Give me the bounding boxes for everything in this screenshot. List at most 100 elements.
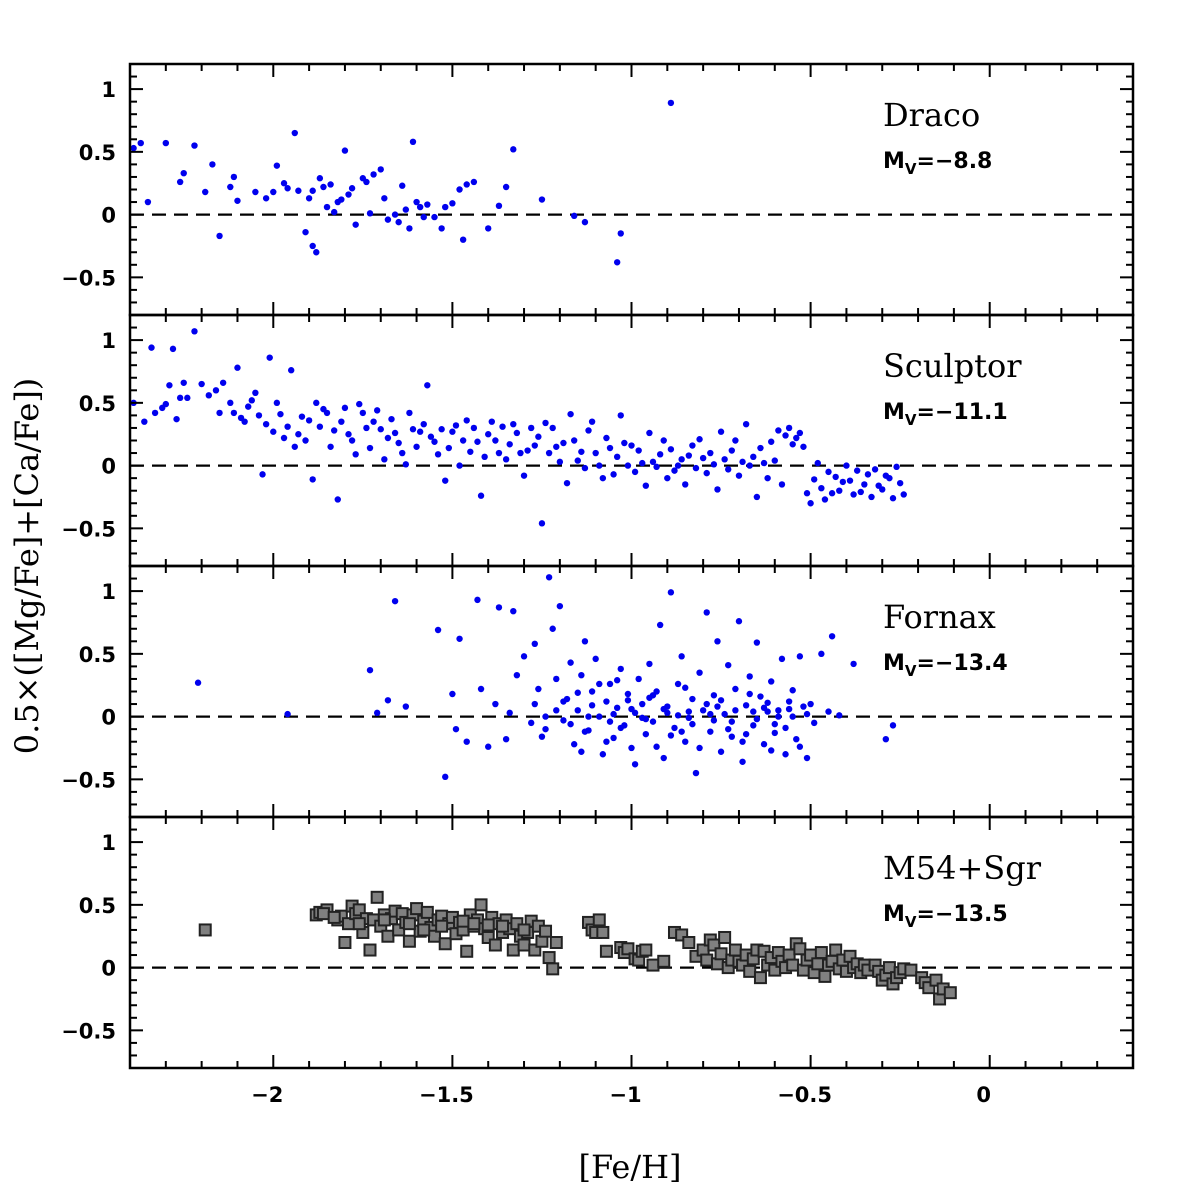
data-point — [674, 462, 682, 469]
data-point — [166, 382, 173, 389]
data-point — [528, 943, 542, 957]
data-point — [406, 409, 413, 417]
data-point — [753, 493, 761, 501]
data-point — [431, 438, 438, 445]
data-point — [373, 709, 381, 717]
data-point — [377, 166, 384, 173]
data-point — [456, 462, 463, 469]
data-point — [646, 958, 660, 972]
data-point — [714, 703, 721, 710]
data-point — [606, 680, 614, 688]
data-point — [528, 719, 535, 727]
data-point — [796, 429, 804, 437]
data-point — [302, 228, 309, 236]
data-point — [592, 913, 606, 927]
data-point — [323, 203, 331, 211]
data-point — [793, 735, 800, 743]
data-point — [850, 491, 857, 498]
data-point — [739, 758, 746, 765]
data-point — [517, 449, 524, 457]
data-point — [821, 496, 829, 503]
data-point — [198, 380, 205, 388]
data-point — [639, 943, 653, 957]
data-point — [814, 459, 821, 467]
data-point — [506, 441, 513, 448]
panel-title: Fornax — [883, 598, 996, 636]
data-point — [789, 687, 796, 694]
data-point — [818, 484, 825, 492]
data-point — [599, 944, 613, 958]
data-point — [861, 481, 868, 488]
data-point — [825, 708, 832, 715]
data-point — [739, 738, 746, 745]
data-point — [685, 452, 693, 459]
data-point — [452, 422, 460, 429]
x-axis-title: [Fe/H] — [578, 1148, 681, 1186]
data-point — [725, 725, 732, 733]
data-point — [893, 463, 900, 471]
data-point — [703, 469, 710, 477]
data-point — [793, 434, 800, 442]
data-point — [657, 954, 671, 968]
data-point — [753, 715, 761, 723]
data-point — [323, 409, 331, 417]
data-point — [506, 943, 520, 957]
data-point — [578, 671, 585, 679]
data-point — [592, 655, 599, 663]
data-point — [262, 195, 270, 202]
panel-magnitude: MV=−13.5 — [883, 902, 1008, 931]
data-points-sculptor — [130, 328, 907, 527]
data-point — [768, 678, 775, 685]
data-point — [227, 399, 234, 407]
data-point — [309, 187, 316, 194]
data-point — [746, 673, 753, 680]
data-point — [631, 761, 639, 768]
data-point — [488, 938, 502, 952]
data-point — [624, 697, 632, 704]
data-point — [545, 449, 553, 457]
x-tick-label: 0 — [976, 1083, 991, 1107]
data-point — [538, 196, 546, 203]
x-tick-label: −2 — [251, 1083, 283, 1107]
data-point — [456, 914, 470, 928]
data-point — [699, 454, 707, 462]
data-point — [463, 181, 470, 188]
data-point — [836, 487, 843, 494]
data-point — [456, 186, 463, 193]
data-point — [570, 212, 578, 220]
data-point — [692, 769, 700, 777]
data-point — [689, 695, 696, 703]
data-point — [682, 738, 689, 745]
data-point — [789, 713, 796, 720]
data-point — [212, 387, 220, 394]
data-point — [449, 200, 456, 207]
data-point — [252, 188, 259, 196]
data-point — [198, 923, 212, 937]
data-point — [624, 690, 632, 698]
data-point — [567, 659, 574, 666]
panel-magnitude: MV=−11.1 — [883, 400, 1008, 429]
data-point — [510, 607, 517, 615]
data-point — [646, 429, 653, 437]
data-point — [330, 427, 338, 434]
data-point — [463, 738, 470, 745]
data-point — [410, 902, 424, 916]
data-point — [531, 442, 538, 449]
data-point — [613, 704, 621, 712]
data-point — [384, 216, 392, 223]
data-point — [542, 725, 549, 733]
data-point — [710, 692, 718, 699]
data-point — [771, 720, 778, 728]
data-point — [764, 699, 771, 706]
data-point — [570, 741, 578, 748]
data-point — [366, 666, 374, 674]
data-point — [631, 468, 639, 476]
y-tick-label: 1 — [101, 78, 116, 102]
data-point — [216, 232, 223, 240]
data-point — [868, 493, 875, 501]
data-point — [678, 728, 685, 735]
data-point — [750, 708, 757, 715]
data-point — [750, 722, 757, 729]
data-point — [539, 924, 553, 938]
